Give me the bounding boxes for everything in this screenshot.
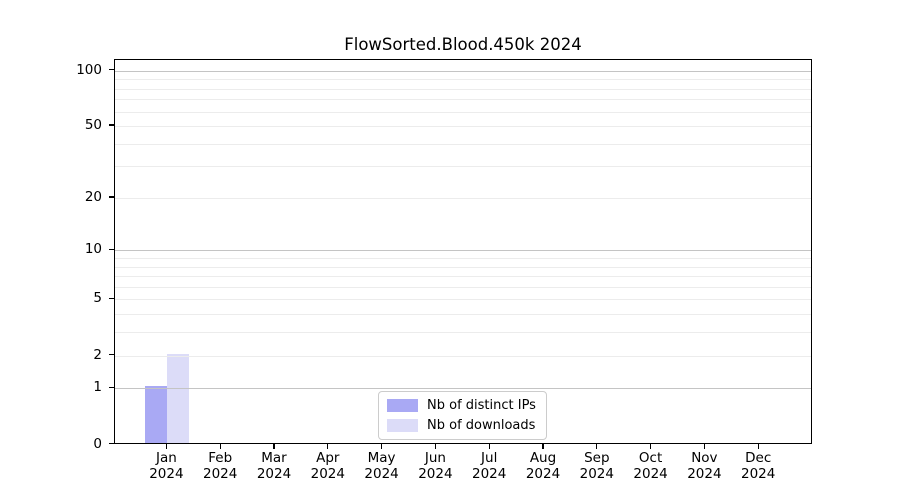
- gridline-8: [115, 266, 811, 268]
- y-tick-mark-50: [109, 124, 114, 126]
- x-tick-mark-feb: [219, 443, 221, 449]
- y-tick-mark-100: [109, 69, 114, 71]
- gridline-90: [115, 79, 811, 81]
- x-tick-mark-nov: [703, 443, 705, 449]
- y-tick-mark-2: [109, 353, 114, 356]
- x-tick-mark-sep: [596, 443, 598, 449]
- y-tick-mark-5: [109, 297, 114, 299]
- gridline-100: [115, 70, 811, 72]
- gridline-5: [115, 299, 811, 301]
- x-tick-mark-jun: [434, 443, 436, 449]
- x-tick-label-mar: Mar 2024: [256, 450, 292, 482]
- x-tick-mark-apr: [327, 443, 329, 449]
- gridline-1: [115, 388, 811, 390]
- gridline-2: [115, 355, 811, 357]
- legend-label-downloads: Nb of downloads: [427, 417, 536, 433]
- x-tick-label-aug: Aug 2024: [525, 450, 561, 482]
- y-tick-mark-0: [109, 442, 114, 445]
- x-tick-label-apr: Apr 2024: [310, 450, 345, 482]
- gridline-70: [115, 99, 811, 101]
- x-tick-label-dec: Dec 2024: [741, 450, 776, 482]
- bar-downloads-jan: [167, 353, 190, 443]
- x-tick-label-oct: Oct 2024: [633, 450, 668, 482]
- y-tick-label-5: 5: [93, 290, 102, 307]
- x-tick-label-sep: Sep 2024: [579, 450, 614, 482]
- x-tick-mark-aug: [542, 443, 544, 449]
- x-tick-mark-jul: [488, 443, 490, 449]
- y-tick-label-1: 1: [93, 379, 102, 396]
- bar-distinct-ips-jan: [145, 386, 168, 443]
- gridline-3: [115, 332, 811, 334]
- plot-area: Nb of distinct IPs Nb of downloads: [114, 58, 812, 444]
- legend-item-distinct-ips: Nb of distinct IPs: [387, 398, 536, 413]
- y-tick-label-20: 20: [84, 188, 102, 205]
- y-tick-label-2: 2: [93, 346, 102, 363]
- gridline-6: [115, 286, 811, 288]
- x-tick-label-may: May 2024: [364, 450, 399, 482]
- gridline-80: [115, 88, 811, 90]
- x-tick-mark-may: [381, 443, 383, 449]
- legend-item-downloads: Nb of downloads: [387, 418, 536, 433]
- legend-swatch-distinct-ips: [387, 398, 418, 412]
- y-tick-mark-1: [109, 386, 114, 388]
- gridline-10: [115, 250, 811, 252]
- gridline-9: [115, 258, 811, 259]
- y-tick-mark-10: [109, 248, 114, 250]
- y-tick-label-10: 10: [84, 241, 102, 258]
- gridline-20: [115, 197, 811, 199]
- x-tick-label-jan: Jan 2024: [149, 450, 184, 482]
- y-tick-mark-20: [109, 196, 114, 198]
- gridline-50: [115, 126, 811, 128]
- x-tick-mark-dec: [757, 443, 759, 449]
- x-tick-label-jul: Jul 2024: [472, 450, 507, 482]
- legend-swatch-downloads: [387, 418, 418, 432]
- x-tick-mark-jan: [165, 443, 167, 449]
- x-tick-label-jun: Jun 2024: [418, 450, 453, 482]
- legend: Nb of distinct IPs Nb of downloads: [378, 390, 547, 440]
- legend-label-distinct-ips: Nb of distinct IPs: [427, 397, 536, 413]
- y-tick-label-0: 0: [93, 435, 102, 452]
- gridline-7: [115, 276, 811, 278]
- gridline-30: [115, 166, 811, 168]
- gridline-60: [115, 111, 811, 113]
- x-tick-mark-oct: [650, 443, 652, 449]
- x-tick-mark-mar: [273, 443, 275, 449]
- y-tick-label-100: 100: [76, 61, 102, 78]
- chart-title: FlowSorted.Blood.450k 2024: [344, 35, 582, 54]
- x-tick-label-nov: Nov 2024: [687, 450, 722, 482]
- y-tick-label-50: 50: [84, 117, 102, 134]
- gridline-4: [115, 314, 811, 316]
- gridline-40: [115, 143, 811, 145]
- x-tick-label-feb: Feb 2024: [203, 450, 238, 482]
